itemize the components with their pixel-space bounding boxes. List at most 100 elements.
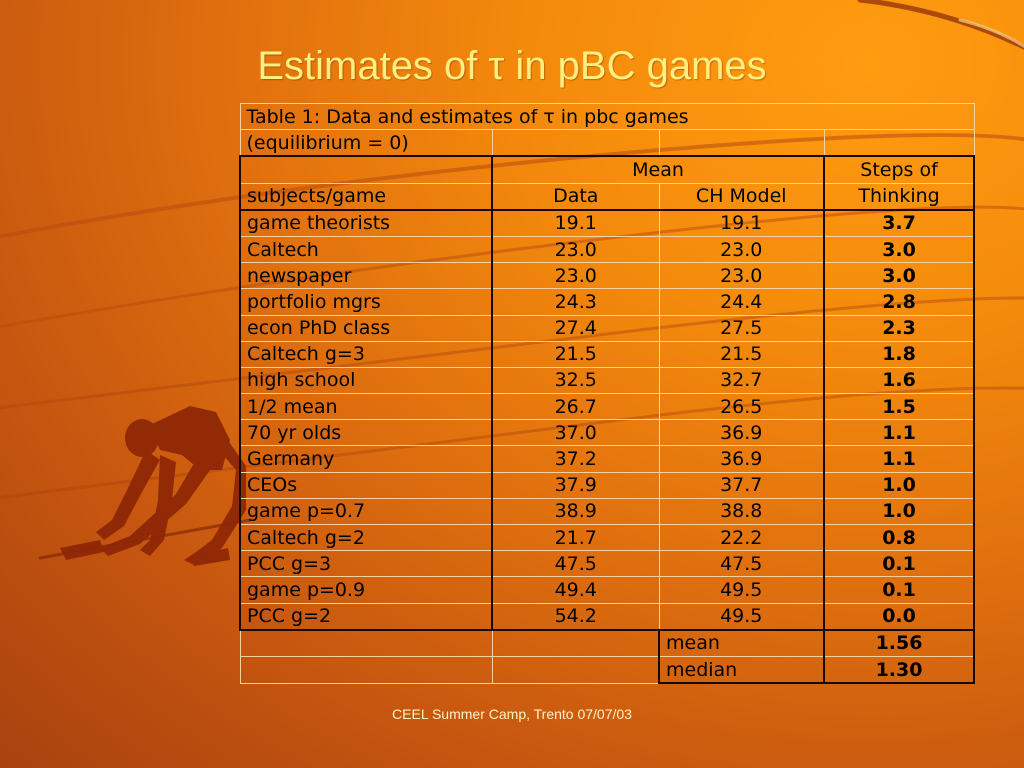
- data-mean-cell: 49.4: [491, 576, 660, 604]
- data-mean-cell: 24.3: [491, 288, 660, 316]
- data-mean-cell: 19.1: [491, 209, 660, 237]
- slide-title: Estimates of τ in pBC games: [257, 44, 767, 88]
- caption-row: Table 1: Data and estimates of τ in pbc …: [239, 102, 975, 131]
- table-row: game theorists 19.1 19.1 3.7: [239, 209, 976, 237]
- table-row: 70 yr olds 37.0 36.9 1.1: [239, 419, 976, 447]
- data-mean-cell: 37.2: [491, 445, 660, 473]
- steps-cell: 0.0: [822, 602, 976, 631]
- ch-model-cell: 37.7: [658, 471, 825, 499]
- ch-model-cell: 21.5: [658, 340, 825, 368]
- ch-model-cell: 27.5: [658, 314, 825, 342]
- table-caption: Table 1: Data and estimates of τ in pbc …: [239, 102, 975, 131]
- slide-footer: CEEL Summer Camp, Trento 07/07/03: [392, 706, 632, 722]
- steps-cell: 1.1: [822, 419, 976, 447]
- empty-cell: [239, 655, 493, 684]
- table-row: 1/2 mean 26.7 26.5 1.5: [239, 393, 976, 421]
- ch-model-cell: 22.2: [658, 523, 825, 552]
- header-steps: Steps of: [822, 155, 976, 184]
- ch-model-cell: 49.5: [658, 576, 825, 604]
- subject-cell: game p=0.9: [239, 576, 493, 604]
- empty-cell: [491, 129, 660, 157]
- empty-cell: [491, 629, 660, 657]
- data-mean-cell: 21.7: [491, 523, 660, 552]
- ch-model-cell: 23.0: [658, 262, 825, 290]
- table-row: econ PhD class 27.4 27.5 2.3: [239, 314, 976, 342]
- data-mean-cell: 21.5: [491, 340, 660, 368]
- data-mean-cell: 54.2: [491, 602, 660, 631]
- steps-cell: 0.8: [822, 523, 976, 552]
- table-row: CEOs 37.9 37.7 1.0: [239, 471, 976, 499]
- data-mean-cell: 37.9: [491, 471, 660, 499]
- table-row: Caltech g=2 21.7 22.2 0.8: [239, 523, 976, 552]
- ch-model-cell: 32.7: [658, 366, 825, 395]
- table-row: PCC g=2 54.2 49.5 0.0: [239, 602, 976, 631]
- ch-model-cell: 47.5: [658, 550, 825, 578]
- header-row: Mean Steps of: [239, 155, 976, 184]
- steps-cell: 0.1: [822, 576, 976, 604]
- data-mean-cell: 27.4: [491, 314, 660, 342]
- steps-cell: 1.1: [822, 445, 976, 473]
- empty-cell: [658, 129, 825, 157]
- empty-cell: [823, 129, 975, 157]
- steps-cell: 1.6: [822, 366, 976, 395]
- summary-value: 1.56: [822, 629, 976, 657]
- decorative-swoosh: [857, 0, 1024, 50]
- empty-cell: [239, 629, 493, 657]
- subject-cell: 1/2 mean: [239, 393, 493, 421]
- sprinter-figure: [60, 406, 246, 566]
- summary-row: median 1.30: [239, 655, 976, 685]
- table-row: portfolio mgrs 24.3 24.4 2.8: [239, 288, 976, 316]
- header-subjects: subjects/game: [239, 182, 493, 211]
- empty-cell: [491, 655, 660, 684]
- steps-cell: 2.3: [822, 314, 976, 342]
- caption-row: (equilibrium = 0): [239, 129, 975, 157]
- table-row: game p=0.7 38.9 38.8 1.0: [239, 497, 976, 526]
- ch-model-cell: 23.0: [658, 235, 825, 264]
- steps-cell: 3.0: [822, 235, 976, 264]
- subject-cell: game p=0.7: [239, 497, 493, 526]
- steps-cell: 1.8: [822, 340, 976, 368]
- subject-cell: high school: [239, 366, 493, 395]
- subject-cell: PCC g=2: [239, 602, 493, 631]
- table-row: newspaper 23.0 23.0 3.0: [239, 262, 976, 290]
- summary-label: median: [658, 655, 825, 685]
- ch-model-cell: 24.4: [658, 288, 825, 316]
- steps-cell: 1.0: [822, 471, 976, 499]
- data-mean-cell: 38.9: [491, 497, 660, 526]
- data-mean-cell: 32.5: [491, 366, 660, 395]
- subject-cell: Germany: [239, 445, 493, 473]
- data-mean-cell: 37.0: [491, 419, 660, 447]
- table-row: Caltech 23.0 23.0 3.0: [239, 235, 976, 264]
- steps-cell: 3.0: [822, 262, 976, 290]
- data-mean-cell: 23.0: [491, 262, 660, 290]
- decorative-swoosh: [958, 18, 1024, 48]
- steps-cell: 3.7: [822, 209, 976, 237]
- subject-cell: econ PhD class: [239, 314, 493, 342]
- header-ch-model: CH Model: [658, 182, 825, 211]
- empty-cell: [239, 155, 493, 184]
- table-row: Caltech g=3 21.5 21.5 1.8: [239, 340, 976, 368]
- header-thinking: Thinking: [822, 182, 976, 211]
- summary-row: mean 1.56: [239, 629, 976, 657]
- steps-cell: 1.5: [822, 393, 976, 421]
- data-mean-cell: 47.5: [491, 550, 660, 578]
- ch-model-cell: 49.5: [658, 602, 825, 631]
- subject-cell: CEOs: [239, 471, 493, 499]
- data-mean-cell: 26.7: [491, 393, 660, 421]
- subject-cell: PCC g=3: [239, 550, 493, 578]
- subject-cell: newspaper: [239, 262, 493, 290]
- steps-cell: 0.1: [822, 550, 976, 578]
- subject-cell: Caltech: [239, 235, 493, 264]
- header-data: Data: [491, 182, 660, 211]
- subject-cell: Caltech g=3: [239, 340, 493, 368]
- ch-model-cell: 36.9: [658, 419, 825, 447]
- header-mean: Mean: [491, 155, 825, 184]
- table-row: PCC g=3 47.5 47.5 0.1: [239, 550, 976, 578]
- subject-cell: portfolio mgrs: [239, 288, 493, 316]
- steps-cell: 2.8: [822, 288, 976, 316]
- header-row: subjects/game Data CH Model Thinking: [239, 182, 976, 211]
- ch-model-cell: 38.8: [658, 497, 825, 526]
- steps-cell: 1.0: [822, 497, 976, 526]
- subject-cell: game theorists: [239, 209, 493, 237]
